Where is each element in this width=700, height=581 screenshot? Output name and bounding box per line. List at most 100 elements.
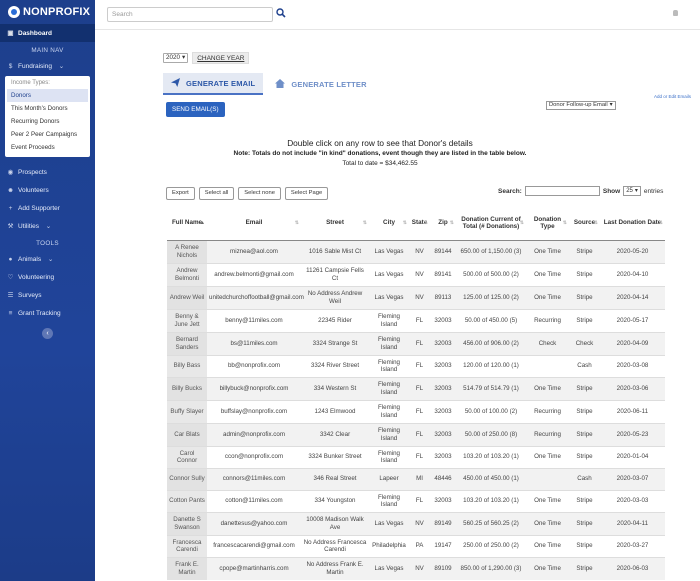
top-bar: Search <box>95 0 700 30</box>
cell-zip: 32003 <box>430 308 456 332</box>
sidebar-item-utilities[interactable]: ⚒ Utilities ⌄ <box>0 217 95 235</box>
column-header-city[interactable]: City ⇅ <box>369 206 409 241</box>
table-row[interactable]: Connor Sully connors@11miles.com 346 Real … <box>167 467 665 490</box>
column-header-donation[interactable]: Donation Current of Total (# Donations) ⇅ <box>456 206 526 241</box>
column-header-state[interactable]: State ⇅ <box>409 206 430 241</box>
table-row[interactable]: Benny & June Jett benny@11miles.com 22345 … <box>167 308 665 332</box>
sidebar-item-volunteering[interactable]: ♡ Volunteering <box>0 268 95 286</box>
column-header-source[interactable]: Source ⇅ <box>569 206 600 241</box>
email-template-select[interactable]: Donor Follow-up Email ▾ <box>546 101 616 110</box>
sidebar-item-fundraising[interactable]: $ Fundraising ⌄ <box>0 57 95 75</box>
cell-state: NV <box>409 556 430 580</box>
entries-value: 25 <box>626 188 633 194</box>
table-row[interactable]: Danette S Swanson danettesus@yahoo.com 100… <box>167 511 665 535</box>
cell-city: Las Vegas <box>369 262 409 286</box>
table-header-row: Full Name ▲ Email ⇅ Street ⇅ City ⇅ State ⇅ Zip ⇅ Do… <box>167 206 665 241</box>
cell-source: Stripe <box>569 556 600 580</box>
table-search-label: Search: <box>498 187 522 195</box>
sidebar-item-add-supporter[interactable]: + Add Supporter <box>0 199 95 217</box>
year-select[interactable]: 2020 ▾ <box>163 53 189 63</box>
column-header-street[interactable]: Street ⇅ <box>301 206 369 241</box>
sidebar-item-label: Animals <box>18 255 42 263</box>
sidebar-item-surveys[interactable]: ☰ Surveys <box>0 286 95 304</box>
chevron-down-icon: ▾ <box>634 188 638 194</box>
table-row[interactable]: Carol Connor ccon@nonprofix.com 3324 Bunke… <box>167 445 665 468</box>
cell-source: Stripe <box>569 534 600 557</box>
sidebar-item-volunteers[interactable]: ☻ Volunteers <box>0 181 95 199</box>
table-row[interactable]: Billy Bucks billybuck@nonprofix.com 334 We… <box>167 376 665 400</box>
cell-email: bs@11miles.com <box>207 331 301 355</box>
sidebar-item-grant-tracking[interactable]: ≡ Grant Tracking <box>0 304 95 322</box>
sidebar-item-label: Grant Tracking <box>18 309 61 317</box>
cell-full-name: A Renee Nichols <box>167 239 207 263</box>
table-row[interactable]: Andrew Weil unitedchurchoffootball@gmail.… <box>167 285 665 309</box>
export-button[interactable]: Export <box>166 187 195 200</box>
sidebar: NONPROFIX ▣ Dashboard MAIN NAV $ Fundrai… <box>0 0 95 581</box>
sidebar-item-prospects[interactable]: ◉ Prospects <box>0 163 95 181</box>
column-header-donation-type[interactable]: Donation Type ⇅ <box>526 206 569 241</box>
add-edit-emails-link[interactable]: Add or Edit Emails <box>653 94 691 99</box>
table-search-input[interactable] <box>524 186 600 196</box>
chevron-down-icon: ▾ <box>182 54 186 61</box>
sort-icon: ⇅ <box>423 220 428 226</box>
cell-last-donation-date: 2020-04-11 <box>600 511 665 535</box>
table-body: A Renee Nichols miznea@aol.com 1016 Sable … <box>167 239 665 580</box>
tab-generate-email[interactable]: GENERATE EMAIL <box>163 73 264 95</box>
select-all-button[interactable]: Select all <box>198 187 235 200</box>
cell-state: NV <box>409 285 430 309</box>
column-header-label: Donation Type <box>533 215 562 230</box>
chevron-left-icon: ‹ <box>46 330 49 337</box>
search-input[interactable]: Search <box>107 7 273 22</box>
table-row[interactable]: Car Blats admin@nonprofix.com 3342 Clear Fl… <box>167 422 665 446</box>
tab-generate-letter[interactable]: GENERATE LETTER <box>267 73 374 95</box>
cell-state: NV <box>409 511 430 535</box>
search-icon[interactable] <box>276 8 286 20</box>
cell-donation: 50.00 of 250.00 (8) <box>456 422 526 446</box>
table-row[interactable]: Andrew Belmonti andrew.belmonti@gmail.com… <box>167 262 665 286</box>
sidebar-item-animals[interactable]: ● Animals ⌄ <box>0 250 95 268</box>
table-row[interactable]: Billy Bass bb@nonprofix.com 3324 River Str… <box>167 354 665 377</box>
table-row[interactable]: Bernard Sanders bs@11miles.com 3324 Strang… <box>167 331 665 355</box>
select-page-button[interactable]: Select Page <box>284 187 329 200</box>
cell-zip: 19147 <box>430 534 456 557</box>
table-row[interactable]: Buffy Slayer buffslay@nonprofix.com 1243 E… <box>167 399 665 423</box>
entries-select[interactable]: 25 ▾ <box>623 186 641 196</box>
collapse-sidebar-button[interactable]: ‹ <box>42 328 53 339</box>
cell-city: Philadelphia <box>369 534 409 557</box>
submenu-item-recurring-donors[interactable]: Recurring Donors <box>11 118 60 125</box>
select-none-button[interactable]: Select none <box>238 187 281 200</box>
cell-street: 1243 Elmwood <box>301 399 369 423</box>
cell-email: danettesus@yahoo.com <box>207 511 301 535</box>
cell-email: ccon@nonprofix.com <box>207 445 301 468</box>
table-row[interactable]: Cotton Pants cotton@11miles.com 334 Youngs… <box>167 489 665 512</box>
cell-donation: 650.00 of 1,150.00 (3) <box>456 239 526 263</box>
submenu-item-this-month-donors[interactable]: This Month's Donors <box>11 105 68 112</box>
column-header-zip[interactable]: Zip ⇅ <box>430 206 456 241</box>
table-row[interactable]: Francesca Carendi francescacarendi@gmail.… <box>167 534 665 557</box>
submenu-item-event-proceeds[interactable]: Event Proceeds <box>11 144 55 151</box>
cell-donation-type: Recurring <box>526 308 569 332</box>
cell-last-donation-date: 2020-01-04 <box>600 445 665 468</box>
bell-icon[interactable] <box>673 10 678 16</box>
column-header-email[interactable]: Email ⇅ <box>207 206 301 241</box>
chevron-down-icon: ▾ <box>609 102 613 108</box>
submenu-item-donors[interactable]: Donors <box>7 89 88 102</box>
change-year-button[interactable]: CHANGE YEAR <box>192 52 250 64</box>
send-emails-button[interactable]: SEND EMAIL(S) <box>166 102 225 117</box>
column-header-last-donation-date[interactable]: Last Donation Date ⇅ <box>600 206 665 241</box>
cell-last-donation-date: 2020-05-17 <box>600 308 665 332</box>
table-row[interactable]: Frank E. Martin cpope@martinharris.com No … <box>167 556 665 580</box>
cell-zip: 32003 <box>430 376 456 400</box>
sidebar-item-dashboard[interactable]: ▣ Dashboard <box>0 24 95 42</box>
cell-donation-type: Recurring <box>526 422 569 446</box>
cell-donation-type: One Time <box>526 262 569 286</box>
cell-city: Fleming Island <box>369 489 409 512</box>
cell-donation-type: Recurring <box>526 399 569 423</box>
cell-donation-type: One Time <box>526 239 569 263</box>
cell-donation-type: One Time <box>526 376 569 400</box>
table-row[interactable]: A Renee Nichols miznea@aol.com 1016 Sable … <box>167 239 665 263</box>
brand-logo[interactable]: NONPROFIX <box>0 0 95 24</box>
cell-zip: 32003 <box>430 331 456 355</box>
submenu-item-peer-campaigns[interactable]: Peer 2 Peer Campaigns <box>11 131 78 138</box>
column-header-full-name[interactable]: Full Name ▲ <box>167 206 207 241</box>
